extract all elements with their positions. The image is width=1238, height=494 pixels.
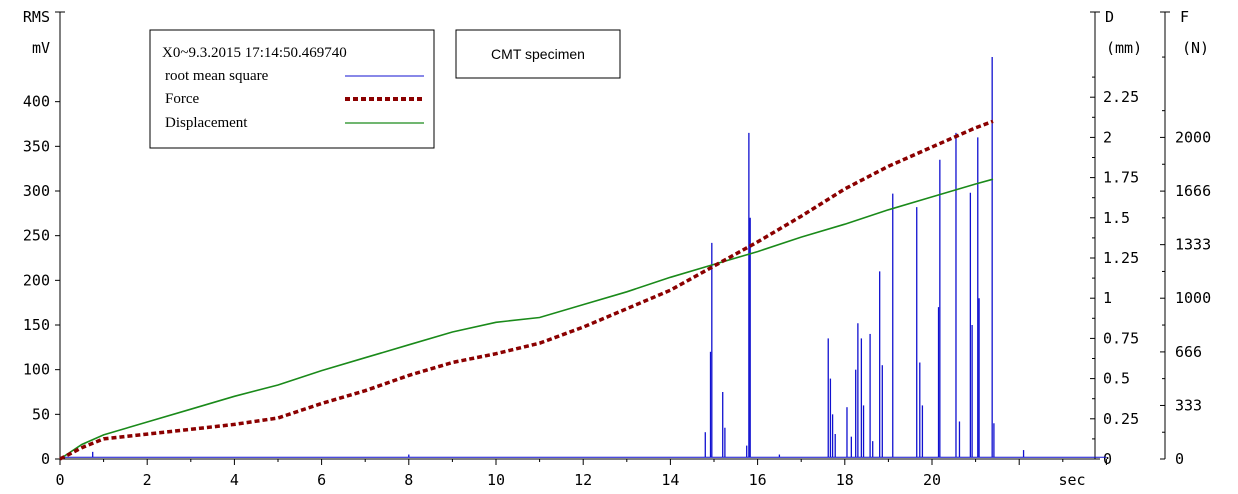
right1-tick-label: 0.5 (1103, 370, 1130, 388)
x-axis-unit-label: sec (1058, 471, 1085, 489)
annotation: CMT specimen (455, 29, 621, 79)
right-axis-force: F (N) 0 333 666 1000 1333 1666 2000 (1160, 8, 1211, 468)
x-tick-label: 16 (749, 471, 767, 489)
right2-tick-label: 1666 (1175, 182, 1211, 200)
left-tick-label: 50 (32, 405, 50, 423)
annotation-text: CMT specimen (491, 46, 585, 62)
right2-ticks: 0 333 666 1000 1333 1666 2000 (1160, 56, 1211, 468)
x-tick-label: 18 (836, 471, 854, 489)
series-displacement (59, 178, 994, 460)
legend-label-displacement: Displacement (165, 115, 248, 131)
right2-axis-label-line2: (N) (1182, 39, 1209, 57)
legend: X0~9.3.2015 17:14:50.469740 root mean sq… (149, 29, 435, 149)
x-tick-label: 2 (143, 471, 152, 489)
series-rms (60, 57, 1107, 458)
legend-box (149, 29, 435, 149)
left-tick-label: 250 (23, 227, 50, 245)
x-tick-label: 14 (661, 471, 679, 489)
displacement-line (59, 178, 994, 460)
legend-title: X0~9.3.2015 17:14:50.469740 (162, 45, 347, 61)
right1-tick-label: 0.75 (1103, 329, 1139, 347)
right1-tick-label: 2 (1103, 128, 1112, 146)
right2-axis-label-line1: F (1180, 8, 1189, 26)
right1-axis-label-line2: (mm) (1106, 39, 1142, 57)
right1-axis-label-line1: D (1105, 8, 1114, 26)
left-axis-label-line1: RMS (23, 8, 50, 26)
right1-tick-label: 1.25 (1103, 249, 1139, 267)
left-axis: RMS mV 0 50 100 150 200 250 300 350 400 (23, 8, 65, 468)
right1-tick-label: 0.25 (1103, 410, 1139, 428)
left-tick-label: 0 (41, 450, 50, 468)
right1-tick-label: 1.5 (1103, 209, 1130, 227)
right-axis-displacement: D (mm) 0 0.25 0.5 0.75 1 1.25 1.5 1.75 2 2.25 (1090, 8, 1142, 468)
x-tick-label: 12 (574, 471, 592, 489)
right1-tick-label: 0 (1103, 450, 1112, 468)
right2-tick-label: 1000 (1175, 289, 1211, 307)
series-force (59, 119, 994, 461)
left-tick-label: 200 (23, 271, 50, 289)
x-tick-label: 6 (317, 471, 326, 489)
force-line (59, 119, 994, 461)
right1-tick-label: 1.75 (1103, 169, 1139, 187)
left-tick-label: 100 (23, 361, 50, 379)
left-tick-label: 300 (23, 182, 50, 200)
x-axis: 0 2 4 6 8 10 12 14 16 18 20 sec (55, 458, 1107, 489)
legend-label-force: Force (165, 91, 199, 107)
right2-tick-label: 2000 (1175, 128, 1211, 146)
left-tick-label: 150 (23, 316, 50, 334)
right1-tick-label: 2.25 (1103, 88, 1139, 106)
x-ticks: 0 2 4 6 8 10 12 14 16 18 20 (55, 459, 1107, 489)
left-axis-label-line2: mV (32, 39, 50, 57)
left-ticks: 0 50 100 150 200 250 300 350 400 (23, 93, 60, 468)
right2-tick-label: 666 (1175, 343, 1202, 361)
left-tick-label: 350 (23, 137, 50, 155)
x-tick-label: 20 (923, 471, 941, 489)
right2-tick-label: 333 (1175, 396, 1202, 414)
right1-tick-label: 1 (1103, 289, 1112, 307)
right2-tick-label: 0 (1175, 450, 1184, 468)
x-tick-label: 0 (55, 471, 64, 489)
right2-tick-label: 1333 (1175, 236, 1211, 254)
annotation-box (455, 29, 621, 79)
legend-label-rms: root mean square (165, 68, 269, 84)
left-tick-label: 400 (23, 93, 50, 111)
x-tick-label: 4 (230, 471, 239, 489)
right1-ticks: 0 0.25 0.5 0.75 1 1.25 1.5 1.75 2 2.25 (1090, 76, 1139, 468)
x-tick-label: 8 (404, 471, 413, 489)
x-tick-label: 10 (487, 471, 505, 489)
